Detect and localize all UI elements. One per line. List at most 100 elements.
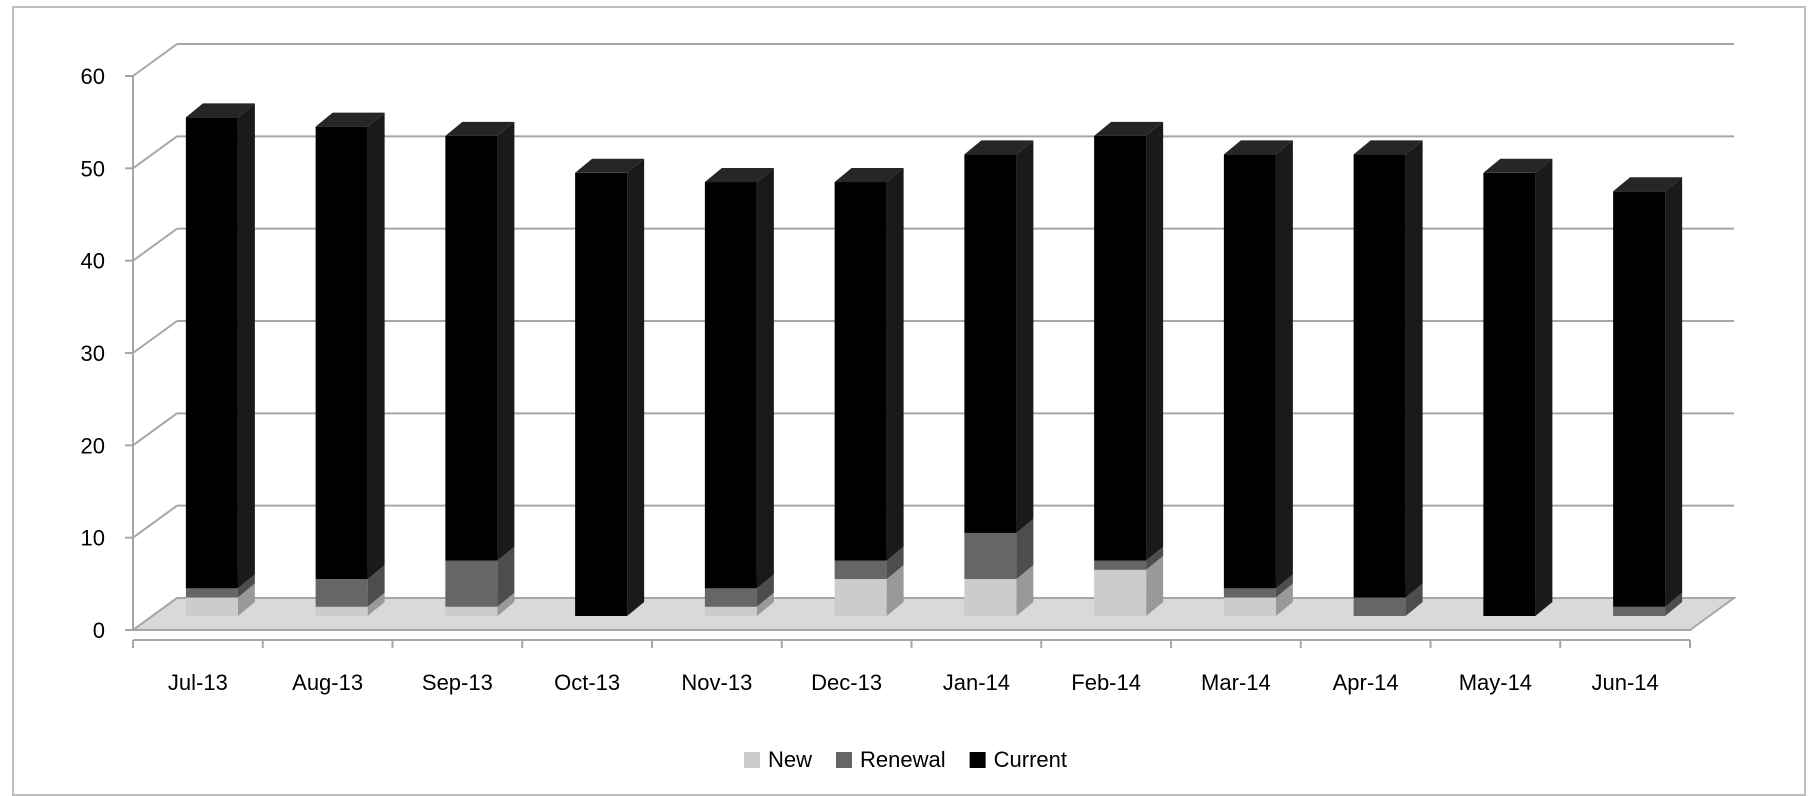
bar-renewal bbox=[704, 588, 757, 607]
bar-side-current bbox=[1535, 158, 1553, 617]
bar-renewal bbox=[185, 588, 238, 598]
bar-renewal bbox=[1223, 588, 1276, 598]
y-tick-label: 0 bbox=[93, 618, 105, 643]
bar-top-current bbox=[834, 168, 904, 183]
bar-side-current bbox=[756, 168, 774, 589]
bar-renewal bbox=[1353, 597, 1406, 616]
legend-swatch-renewal bbox=[836, 752, 853, 768]
y-tick-label: 50 bbox=[81, 156, 105, 181]
bar-side-current bbox=[1405, 140, 1423, 598]
bar-side-renewal bbox=[1016, 518, 1034, 580]
y-tick-label: 40 bbox=[81, 249, 105, 274]
x-tick-label: Sep-13 bbox=[422, 670, 493, 695]
bar-renewal bbox=[1613, 606, 1666, 616]
bar-side-new bbox=[367, 592, 385, 616]
bar-side-renewal bbox=[1146, 546, 1164, 570]
bar-renewal bbox=[445, 560, 498, 607]
legend-label-current: Current bbox=[994, 747, 1067, 772]
bar-top-current bbox=[1613, 177, 1683, 192]
legend-label-new: New bbox=[768, 747, 812, 772]
gridline-diagonal bbox=[132, 227, 178, 262]
bar-new bbox=[445, 606, 498, 616]
x-tick-label: Mar-14 bbox=[1201, 670, 1271, 695]
bar-side-current bbox=[886, 168, 904, 561]
bar-side-renewal bbox=[497, 546, 515, 607]
bar-side-current bbox=[1275, 140, 1293, 589]
bar-current bbox=[704, 182, 757, 589]
bar-new bbox=[1223, 597, 1276, 616]
legend-swatch-current bbox=[969, 752, 986, 768]
gridline-diagonal bbox=[132, 504, 178, 539]
axes: 0 10 20 30 40 50 60 Jul-13 Aug-13 Sep-13 Oct-13 Nov… bbox=[81, 64, 1691, 695]
bar-top-current bbox=[1483, 158, 1553, 173]
bar-side-renewal bbox=[237, 574, 255, 598]
bar-current bbox=[315, 126, 368, 580]
bar-side-new bbox=[1146, 555, 1164, 616]
gridline-diagonal bbox=[132, 43, 178, 77]
bar-side-renewal bbox=[1275, 574, 1293, 598]
bar-side-current bbox=[367, 112, 385, 580]
bar-current bbox=[1223, 154, 1276, 589]
bar-current bbox=[575, 172, 628, 617]
bar-current bbox=[185, 117, 238, 589]
bar-renewal bbox=[315, 579, 368, 607]
bar-current bbox=[1353, 154, 1406, 598]
gridline-diagonal bbox=[132, 597, 178, 631]
bar-current bbox=[964, 154, 1017, 533]
bar-side-new bbox=[756, 592, 774, 616]
y-tick-label: 60 bbox=[81, 64, 105, 89]
x-tick-label: Jun-14 bbox=[1591, 670, 1658, 695]
bar-current bbox=[834, 182, 887, 561]
bar-top-current bbox=[1094, 121, 1164, 136]
bar-top-current bbox=[1353, 140, 1423, 155]
bar-current bbox=[1483, 172, 1536, 617]
y-tick-label: 20 bbox=[81, 433, 105, 458]
bar-side-renewal bbox=[1665, 592, 1683, 616]
legend-label-renewal: Renewal bbox=[860, 747, 946, 772]
bar-renewal bbox=[1094, 560, 1147, 570]
bar-new bbox=[704, 606, 757, 616]
legend-swatch-new bbox=[744, 752, 760, 768]
x-tick-label: May-14 bbox=[1459, 670, 1532, 695]
bar-top-current bbox=[704, 168, 774, 183]
bar-current bbox=[445, 135, 498, 561]
bar-side-new bbox=[1016, 565, 1034, 616]
y-tick-label: 10 bbox=[81, 526, 105, 551]
bar-side-current bbox=[1665, 177, 1683, 607]
y-tick-label: 30 bbox=[81, 341, 105, 366]
gridline-diagonal bbox=[132, 135, 178, 170]
bar-side-current bbox=[237, 103, 255, 589]
bar-top-current bbox=[445, 121, 515, 136]
bar-current bbox=[1094, 135, 1147, 561]
bar-side-current bbox=[627, 158, 645, 617]
bar-new bbox=[964, 579, 1017, 616]
bar-side-current bbox=[1016, 140, 1034, 533]
bar-side-new bbox=[1275, 583, 1293, 616]
bar-renewal bbox=[964, 532, 1017, 580]
bar-top-current bbox=[185, 103, 255, 118]
x-tick-label: Apr-14 bbox=[1333, 670, 1399, 695]
bar-side-new bbox=[237, 583, 255, 616]
x-tick-label: Feb-14 bbox=[1071, 670, 1141, 695]
bar-renewal bbox=[834, 560, 887, 580]
bar-new bbox=[185, 597, 238, 616]
x-tick-label: Oct-13 bbox=[554, 670, 620, 695]
gridlines bbox=[129, 43, 1738, 631]
bar-side-renewal bbox=[886, 546, 904, 580]
gridline-diagonal bbox=[132, 412, 178, 447]
x-tick-label: Jul-13 bbox=[168, 670, 228, 695]
bar-side-new bbox=[886, 565, 904, 616]
x-tick-label: Nov-13 bbox=[681, 670, 752, 695]
x-tick-label: Aug-13 bbox=[292, 670, 363, 695]
bar-side-current bbox=[1146, 121, 1164, 561]
bar-side-renewal bbox=[1405, 583, 1423, 616]
bar-side-current bbox=[497, 121, 515, 561]
bar-side-renewal bbox=[756, 574, 774, 607]
gridline-diagonal bbox=[132, 320, 178, 354]
bar-side-new bbox=[497, 592, 515, 616]
bars bbox=[185, 103, 1683, 617]
x-tick-label: Jan-14 bbox=[943, 670, 1010, 695]
bar-top-current bbox=[964, 140, 1034, 155]
bar-new bbox=[834, 579, 887, 616]
bar-new bbox=[1094, 569, 1147, 616]
